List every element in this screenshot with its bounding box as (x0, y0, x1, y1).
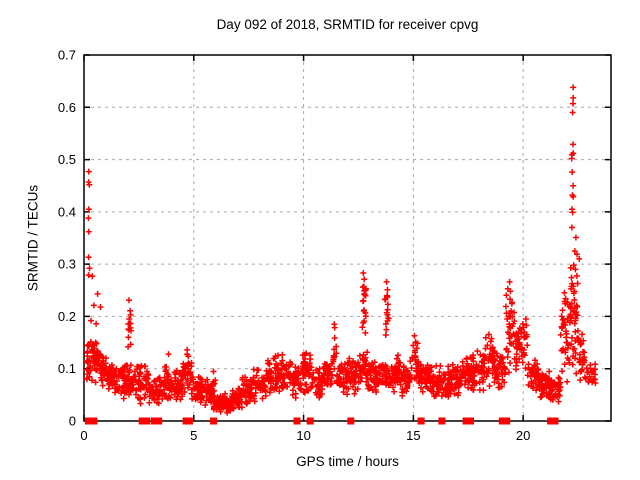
y-tick-label: 0.1 (58, 361, 76, 376)
y-tick-label: 0.3 (58, 257, 76, 272)
grid-lines (84, 55, 611, 421)
y-tick-label: 0.4 (58, 204, 76, 219)
y-tick-label: 0.7 (58, 48, 76, 63)
x-tick-label: 10 (296, 428, 310, 443)
y-tick-label: 0.6 (58, 100, 76, 115)
y-tick-label: 0 (69, 414, 76, 429)
y-axis-label: SRMTID / TECUs (25, 184, 41, 292)
scatter-points (83, 84, 599, 416)
x-tick-label: 15 (406, 428, 420, 443)
x-tick-label: 20 (516, 428, 530, 443)
y-tick-label: 0.5 (58, 152, 76, 167)
chart-title: Day 092 of 2018, SRMTID for receiver cpv… (216, 17, 479, 32)
zero-flag-markers (84, 417, 559, 425)
y-tick-label: 0.2 (58, 309, 76, 324)
x-tick-label: 5 (190, 428, 197, 443)
x-tick-label: 0 (80, 428, 87, 443)
x-axis-label: GPS time / hours (296, 454, 399, 469)
